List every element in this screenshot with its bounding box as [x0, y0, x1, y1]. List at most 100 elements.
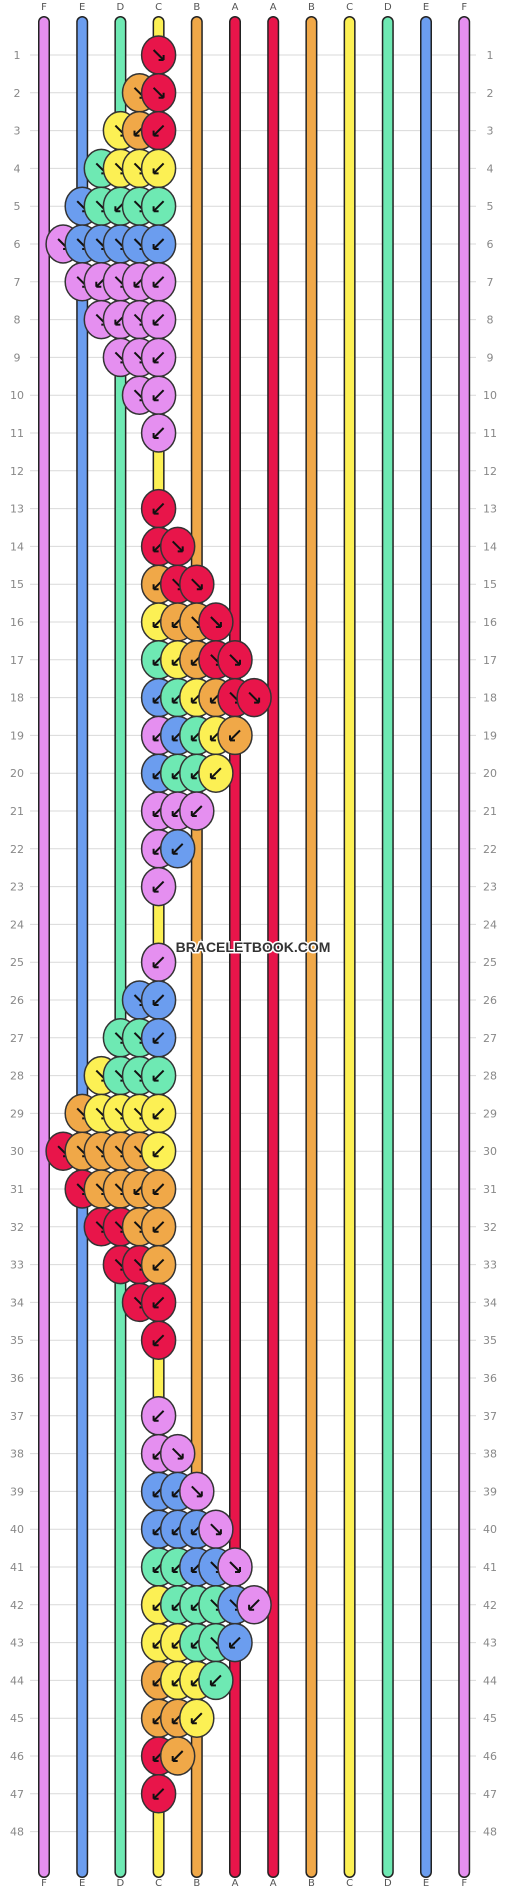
knot	[140, 148, 177, 189]
row-number-left: 20	[10, 767, 24, 780]
arrow-head	[254, 697, 261, 704]
arrow-head	[215, 1529, 222, 1536]
knot	[159, 526, 196, 567]
knot	[236, 1585, 272, 1625]
arrow-icon	[171, 540, 184, 553]
arrow-head	[171, 1529, 178, 1536]
arrow-head	[196, 584, 203, 591]
row-number-right: 11	[483, 427, 497, 440]
knot	[140, 1169, 177, 1209]
arrow-head	[190, 1718, 197, 1725]
arrow-head	[152, 1529, 159, 1536]
arrow-head	[215, 622, 222, 628]
arrow-head	[152, 1189, 159, 1195]
arrow-icon	[152, 87, 165, 99]
arrow-head	[235, 1567, 241, 1573]
arrow-head	[152, 130, 159, 137]
row-number-right: 46	[483, 1750, 497, 1763]
row-numbers: 1234567891011121314151617181920212223242…	[10, 49, 497, 1839]
row-number-right: 10	[483, 389, 497, 402]
knot	[140, 980, 177, 1020]
arrow-head	[152, 773, 159, 780]
string-label: B	[193, 2, 200, 13]
knot	[217, 1622, 253, 1663]
row-number-left: 5	[14, 200, 21, 213]
arrow-icon	[229, 1636, 241, 1649]
row-number-right: 7	[487, 276, 494, 289]
arrow-head	[152, 206, 159, 213]
arrow-head	[190, 1642, 197, 1649]
arrow-head	[177, 546, 184, 553]
knot	[217, 640, 253, 680]
arrow-head	[209, 773, 216, 780]
row-number-right: 24	[483, 918, 497, 931]
row-number-left: 17	[10, 654, 24, 667]
row-number-right: 29	[483, 1107, 497, 1120]
row-number-left: 43	[10, 1637, 24, 1650]
arrow-head	[152, 1453, 159, 1460]
arrow-head	[152, 1718, 159, 1725]
row-number-left: 4	[14, 162, 21, 175]
arrow-head	[171, 848, 178, 855]
arrow-head	[177, 1453, 184, 1460]
row-number-right: 3	[487, 125, 494, 138]
arrow-icon	[210, 1674, 222, 1687]
row-number-left: 46	[10, 1750, 24, 1763]
arrow-head	[152, 1113, 159, 1120]
row-number-left: 21	[10, 805, 24, 818]
knot	[140, 1093, 177, 1134]
knot	[236, 677, 272, 718]
knot	[198, 602, 234, 642]
string-label: F	[41, 2, 47, 13]
arrow-icon	[229, 729, 241, 742]
arrow-head	[152, 1567, 159, 1573]
string-labels: F F E E D D C C B B A A A A B B C C D D E E F F	[41, 2, 467, 1889]
row-number-right: 45	[483, 1712, 497, 1725]
arrow-icon	[171, 1447, 184, 1460]
arrow-head	[152, 1264, 159, 1271]
knot	[179, 791, 215, 831]
row-number-right: 19	[483, 729, 497, 742]
arrow-head	[229, 1642, 235, 1649]
arrow-icon	[152, 351, 165, 364]
row-number-left: 45	[10, 1712, 24, 1725]
string-threads	[38, 16, 471, 1878]
arrow-head	[171, 811, 178, 817]
row-number-right: 20	[483, 767, 497, 780]
arrow-head	[248, 1604, 255, 1611]
row-number-right: 26	[483, 994, 497, 1007]
string-label: F	[461, 1878, 467, 1889]
arrow-icon	[210, 1523, 222, 1535]
arrow-icon	[152, 1069, 165, 1082]
row-number-right: 30	[483, 1145, 497, 1158]
knot	[140, 942, 177, 982]
arrow-head	[190, 1529, 197, 1536]
row-number-left: 44	[10, 1674, 24, 1687]
arrow-icon	[152, 276, 165, 288]
arrow-head	[235, 659, 241, 666]
arrow-head	[152, 281, 159, 288]
row-number-right: 42	[483, 1599, 497, 1612]
row-number-right: 36	[483, 1372, 497, 1385]
row-number-right: 28	[483, 1070, 497, 1083]
arrow-icon	[229, 654, 241, 666]
row-number-left: 7	[14, 276, 21, 289]
arrow-head	[171, 1718, 178, 1725]
string-label: E	[79, 2, 85, 13]
row-number-right: 40	[483, 1523, 497, 1536]
arrow-icon	[229, 1561, 241, 1573]
row-number-right: 2	[487, 87, 494, 100]
arrow-head	[152, 1000, 159, 1006]
knot	[179, 1471, 215, 1512]
string-label: D	[117, 2, 125, 13]
arrow-head	[152, 1075, 159, 1082]
arrow-head	[171, 773, 178, 780]
knot-grid	[45, 35, 272, 1814]
arrow-head	[114, 319, 121, 326]
arrow-head	[152, 1491, 159, 1498]
string-label: E	[423, 1878, 429, 1889]
row-number-right: 15	[483, 578, 497, 591]
row-number-right: 22	[483, 843, 497, 856]
arrow-icon	[152, 49, 165, 61]
arrow-head	[152, 357, 159, 364]
